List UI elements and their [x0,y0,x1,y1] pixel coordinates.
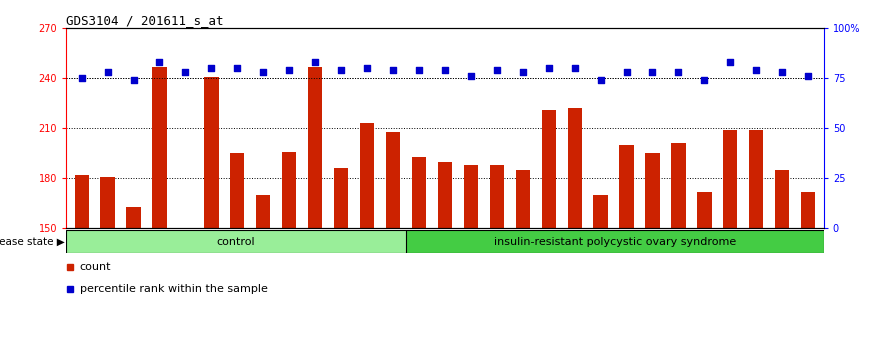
Bar [671,143,685,228]
Bar [490,165,504,228]
Text: control: control [217,236,255,247]
Bar [542,110,556,228]
Bar [386,132,400,228]
Point [671,69,685,75]
Bar [334,169,348,228]
Point [360,65,374,71]
Point [127,78,141,83]
Bar [801,192,815,228]
Point [619,69,633,75]
Bar [697,192,712,228]
Bar [66,230,406,253]
Point [100,69,115,75]
Point [749,68,763,73]
Point [515,69,529,75]
Point [334,68,348,73]
Point [567,65,581,71]
Point [152,59,167,65]
Point [723,59,737,65]
Point [282,68,296,73]
Point [256,69,270,75]
Bar [406,230,824,253]
Bar [100,177,115,228]
Bar [230,153,244,228]
Point [463,74,478,79]
Point [801,74,815,79]
Point [698,78,712,83]
Bar [619,145,633,228]
Bar [360,123,374,228]
Text: percentile rank within the sample: percentile rank within the sample [79,284,268,293]
Point [230,65,244,71]
Text: insulin-resistant polycystic ovary syndrome: insulin-resistant polycystic ovary syndr… [493,236,736,247]
Bar [204,77,218,228]
Point [204,65,218,71]
Bar [749,130,764,228]
Bar [256,195,270,228]
Bar [646,153,660,228]
Point [542,65,556,71]
Bar [308,67,322,228]
Text: count: count [79,262,111,272]
Bar [723,130,737,228]
Point [438,68,452,73]
Bar [152,67,167,228]
Bar [438,162,452,228]
Point [646,69,660,75]
Bar [126,207,141,228]
Bar [75,175,89,228]
Point [75,75,89,81]
Bar [594,195,608,228]
Bar [282,152,296,228]
Bar [411,157,426,228]
Bar [775,170,789,228]
Text: GDS3104 / 201611_s_at: GDS3104 / 201611_s_at [66,14,224,27]
Point [178,69,192,75]
Bar [463,165,478,228]
Text: disease state ▶: disease state ▶ [0,236,65,247]
Bar [515,170,529,228]
Bar [567,108,581,228]
Point [594,78,608,83]
Point [490,68,504,73]
Point [412,68,426,73]
Point [386,68,400,73]
Point [775,69,789,75]
Point [308,59,322,65]
